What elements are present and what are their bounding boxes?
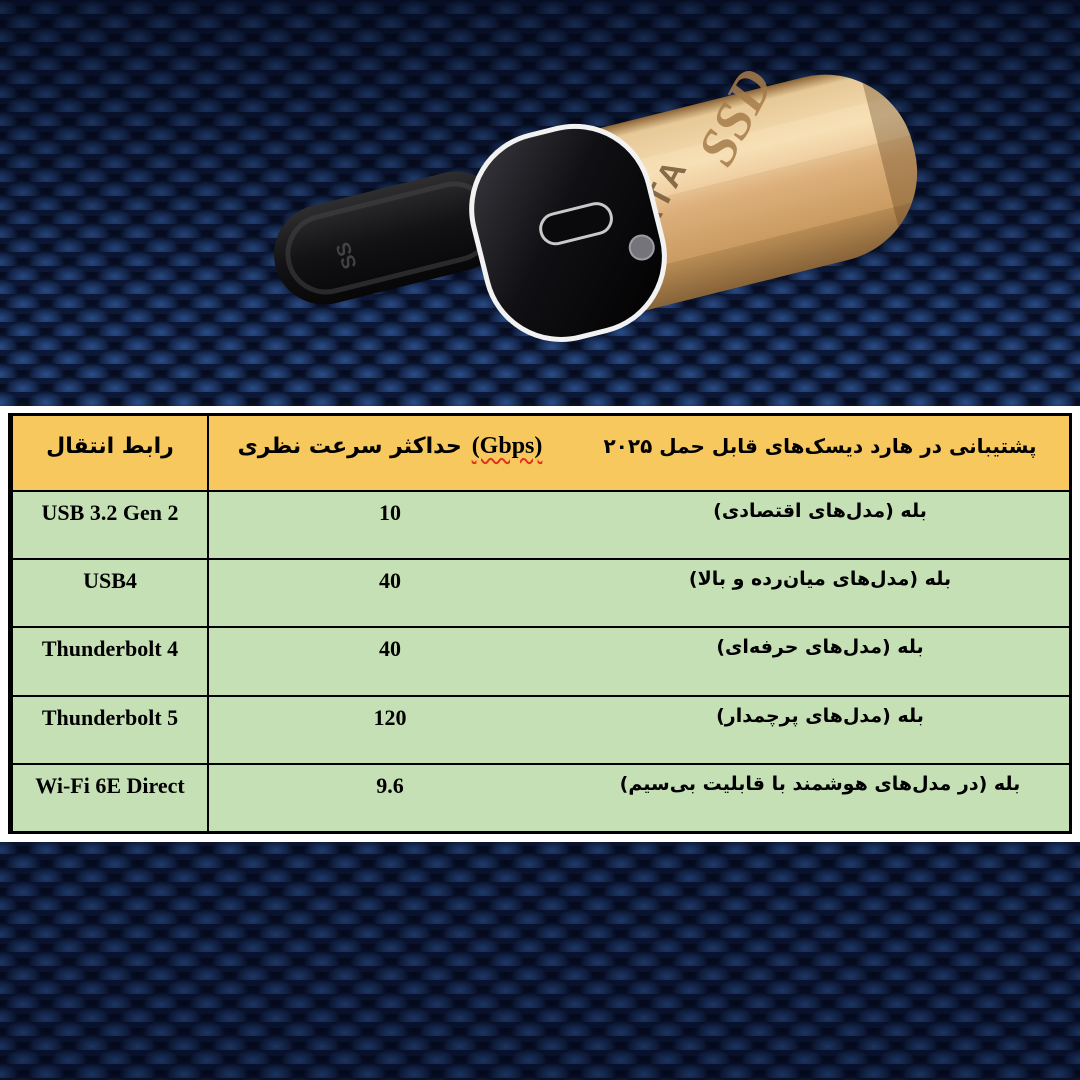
cell-support: بله (مدل‌های پرچمدار): [716, 704, 924, 727]
cell-interface: USB4: [11, 560, 207, 627]
cell-support: بله (مدل‌های اقتصادی): [713, 500, 927, 522]
cell-support: بله (در مدل‌های هوشمند با قابلیت بی‌سیم): [619, 772, 1021, 795]
table-header-row: پشتیبانی در هارد دیسک‌های قابل حمل ۲۰۲۵ …: [11, 416, 1069, 490]
cell-interface: USB 3.2 Gen 2: [11, 492, 207, 559]
header-speed: (Gbps) حداکثر سرعت نظری: [207, 416, 571, 490]
table-row: بله (مدل‌های حرفه‌ای) 40 Thunderbolt 4: [11, 626, 1069, 695]
table-panel: پشتیبانی در هارد دیسک‌های قابل حمل ۲۰۲۵ …: [0, 406, 1080, 842]
cell-speed: 40: [207, 628, 571, 695]
header-support: پشتیبانی در هارد دیسک‌های قابل حمل ۲۰۲۵: [571, 416, 1069, 490]
ssd-cap: SS: [274, 171, 506, 305]
header-speed-label: حداکثر سرعت نظری: [237, 433, 462, 459]
cell-support: بله (مدل‌های حرفه‌ای): [716, 636, 924, 659]
cell-interface: Wi-Fi 6E Direct: [11, 764, 207, 832]
table-row: بله (مدل‌های اقتصادی) 10 USB 3.2 Gen 2: [11, 490, 1069, 559]
cell-support: بله (مدل‌های میان‌رده و بالا): [688, 568, 952, 591]
table-row: بله (مدل‌های میان‌رده و بالا) 40 USB4: [11, 558, 1069, 627]
cell-interface: Thunderbolt 5: [11, 696, 207, 763]
led-indicator: [628, 234, 655, 261]
table-row: بله (مدل‌های پرچمدار) 120 Thunderbolt 5: [11, 694, 1069, 763]
spec-table: پشتیبانی در هارد دیسک‌های قابل حمل ۲۰۲۵ …: [8, 413, 1072, 834]
ssd-product-image: SS ADATA SSD: [274, 55, 937, 345]
header-interface: رابط انتقال: [11, 416, 207, 490]
cell-speed: 9.6: [207, 764, 571, 832]
header-speed-unit: (Gbps): [471, 432, 543, 459]
usb-c-port: [539, 202, 613, 246]
header-support-label: پشتیبانی در هارد دیسک‌های قابل حمل ۲۰۲۵: [603, 434, 1037, 458]
ssd-body: ADATA SSD: [469, 55, 937, 345]
ssd-front-face: [469, 123, 667, 342]
header-interface-label: رابط انتقال: [46, 433, 174, 459]
cell-speed: 40: [207, 560, 571, 627]
cell-speed: 120: [207, 696, 571, 763]
cell-speed: 10: [207, 492, 571, 559]
table-row: بله (در مدل‌های هوشمند با قابلیت بی‌سیم)…: [11, 762, 1069, 832]
cell-interface: Thunderbolt 4: [11, 628, 207, 695]
